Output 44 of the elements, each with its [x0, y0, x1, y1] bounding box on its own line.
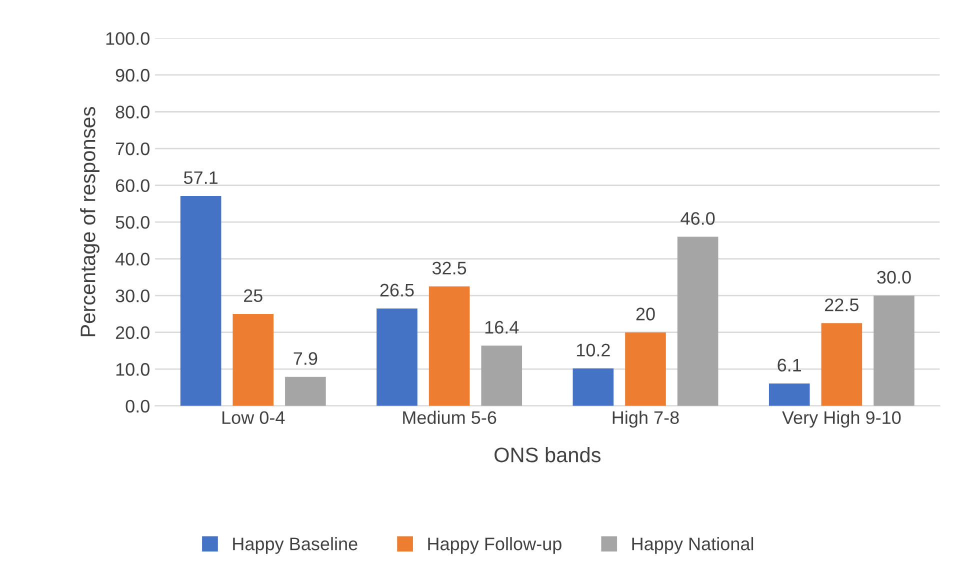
- y-tick-label: 50.0: [116, 216, 150, 229]
- bar: [625, 332, 666, 406]
- y-tick-label: 40.0: [115, 252, 150, 266]
- y-tick-label: 100.0: [106, 32, 150, 45]
- legend-label: Happy Follow-up: [428, 537, 562, 554]
- bar: [376, 308, 418, 406]
- y-tick-label: 90.0: [116, 68, 150, 82]
- data-label: 6.1: [778, 358, 802, 372]
- data-label: 22.5: [825, 298, 858, 312]
- data-label: 10.2: [576, 344, 610, 356]
- bar: [180, 196, 222, 406]
- y-tick-label: 60.0: [116, 179, 150, 192]
- data-label: 32.5: [432, 262, 466, 274]
- data-label: 26.5: [380, 284, 414, 297]
- y-tick-label: 80.0: [116, 106, 150, 118]
- x-tick-label: Medium 5-6: [403, 410, 496, 424]
- data-label: 57.1: [184, 171, 218, 184]
- data-label: 46.0: [680, 212, 715, 225]
- data-label: 16.4: [485, 320, 519, 334]
- legend-label: Happy National: [632, 537, 754, 554]
- y-axis-title: Percentage of responses: [80, 106, 100, 336]
- legend-label: Happy Baseline: [233, 537, 358, 554]
- y-tick-label: 0.0: [126, 400, 150, 413]
- data-label: 30.0: [877, 270, 911, 284]
- bar: [821, 323, 862, 406]
- data-label: 7.9: [294, 352, 318, 365]
- data-label: 20: [636, 308, 655, 320]
- bar: [428, 286, 470, 406]
- x-tick-label: Very High 9-10: [782, 410, 901, 428]
- bar: [481, 346, 522, 406]
- data-label: 25: [244, 289, 262, 302]
- y-tick-label: 70.0: [116, 142, 150, 156]
- x-axis-title: ONS bands: [494, 447, 601, 462]
- bar: [285, 376, 326, 406]
- bar: [677, 236, 718, 406]
- bar: [572, 368, 614, 406]
- y-tick-label: 30.0: [116, 290, 150, 302]
- bar: [232, 314, 274, 406]
- y-tick-label: 20.0: [116, 326, 150, 340]
- x-tick-label: High 7-8: [612, 410, 679, 428]
- y-tick-label: 10.0: [116, 363, 150, 376]
- x-tick-label: Low 0-4: [222, 411, 285, 424]
- bar: [768, 383, 810, 406]
- bar: [874, 296, 914, 406]
